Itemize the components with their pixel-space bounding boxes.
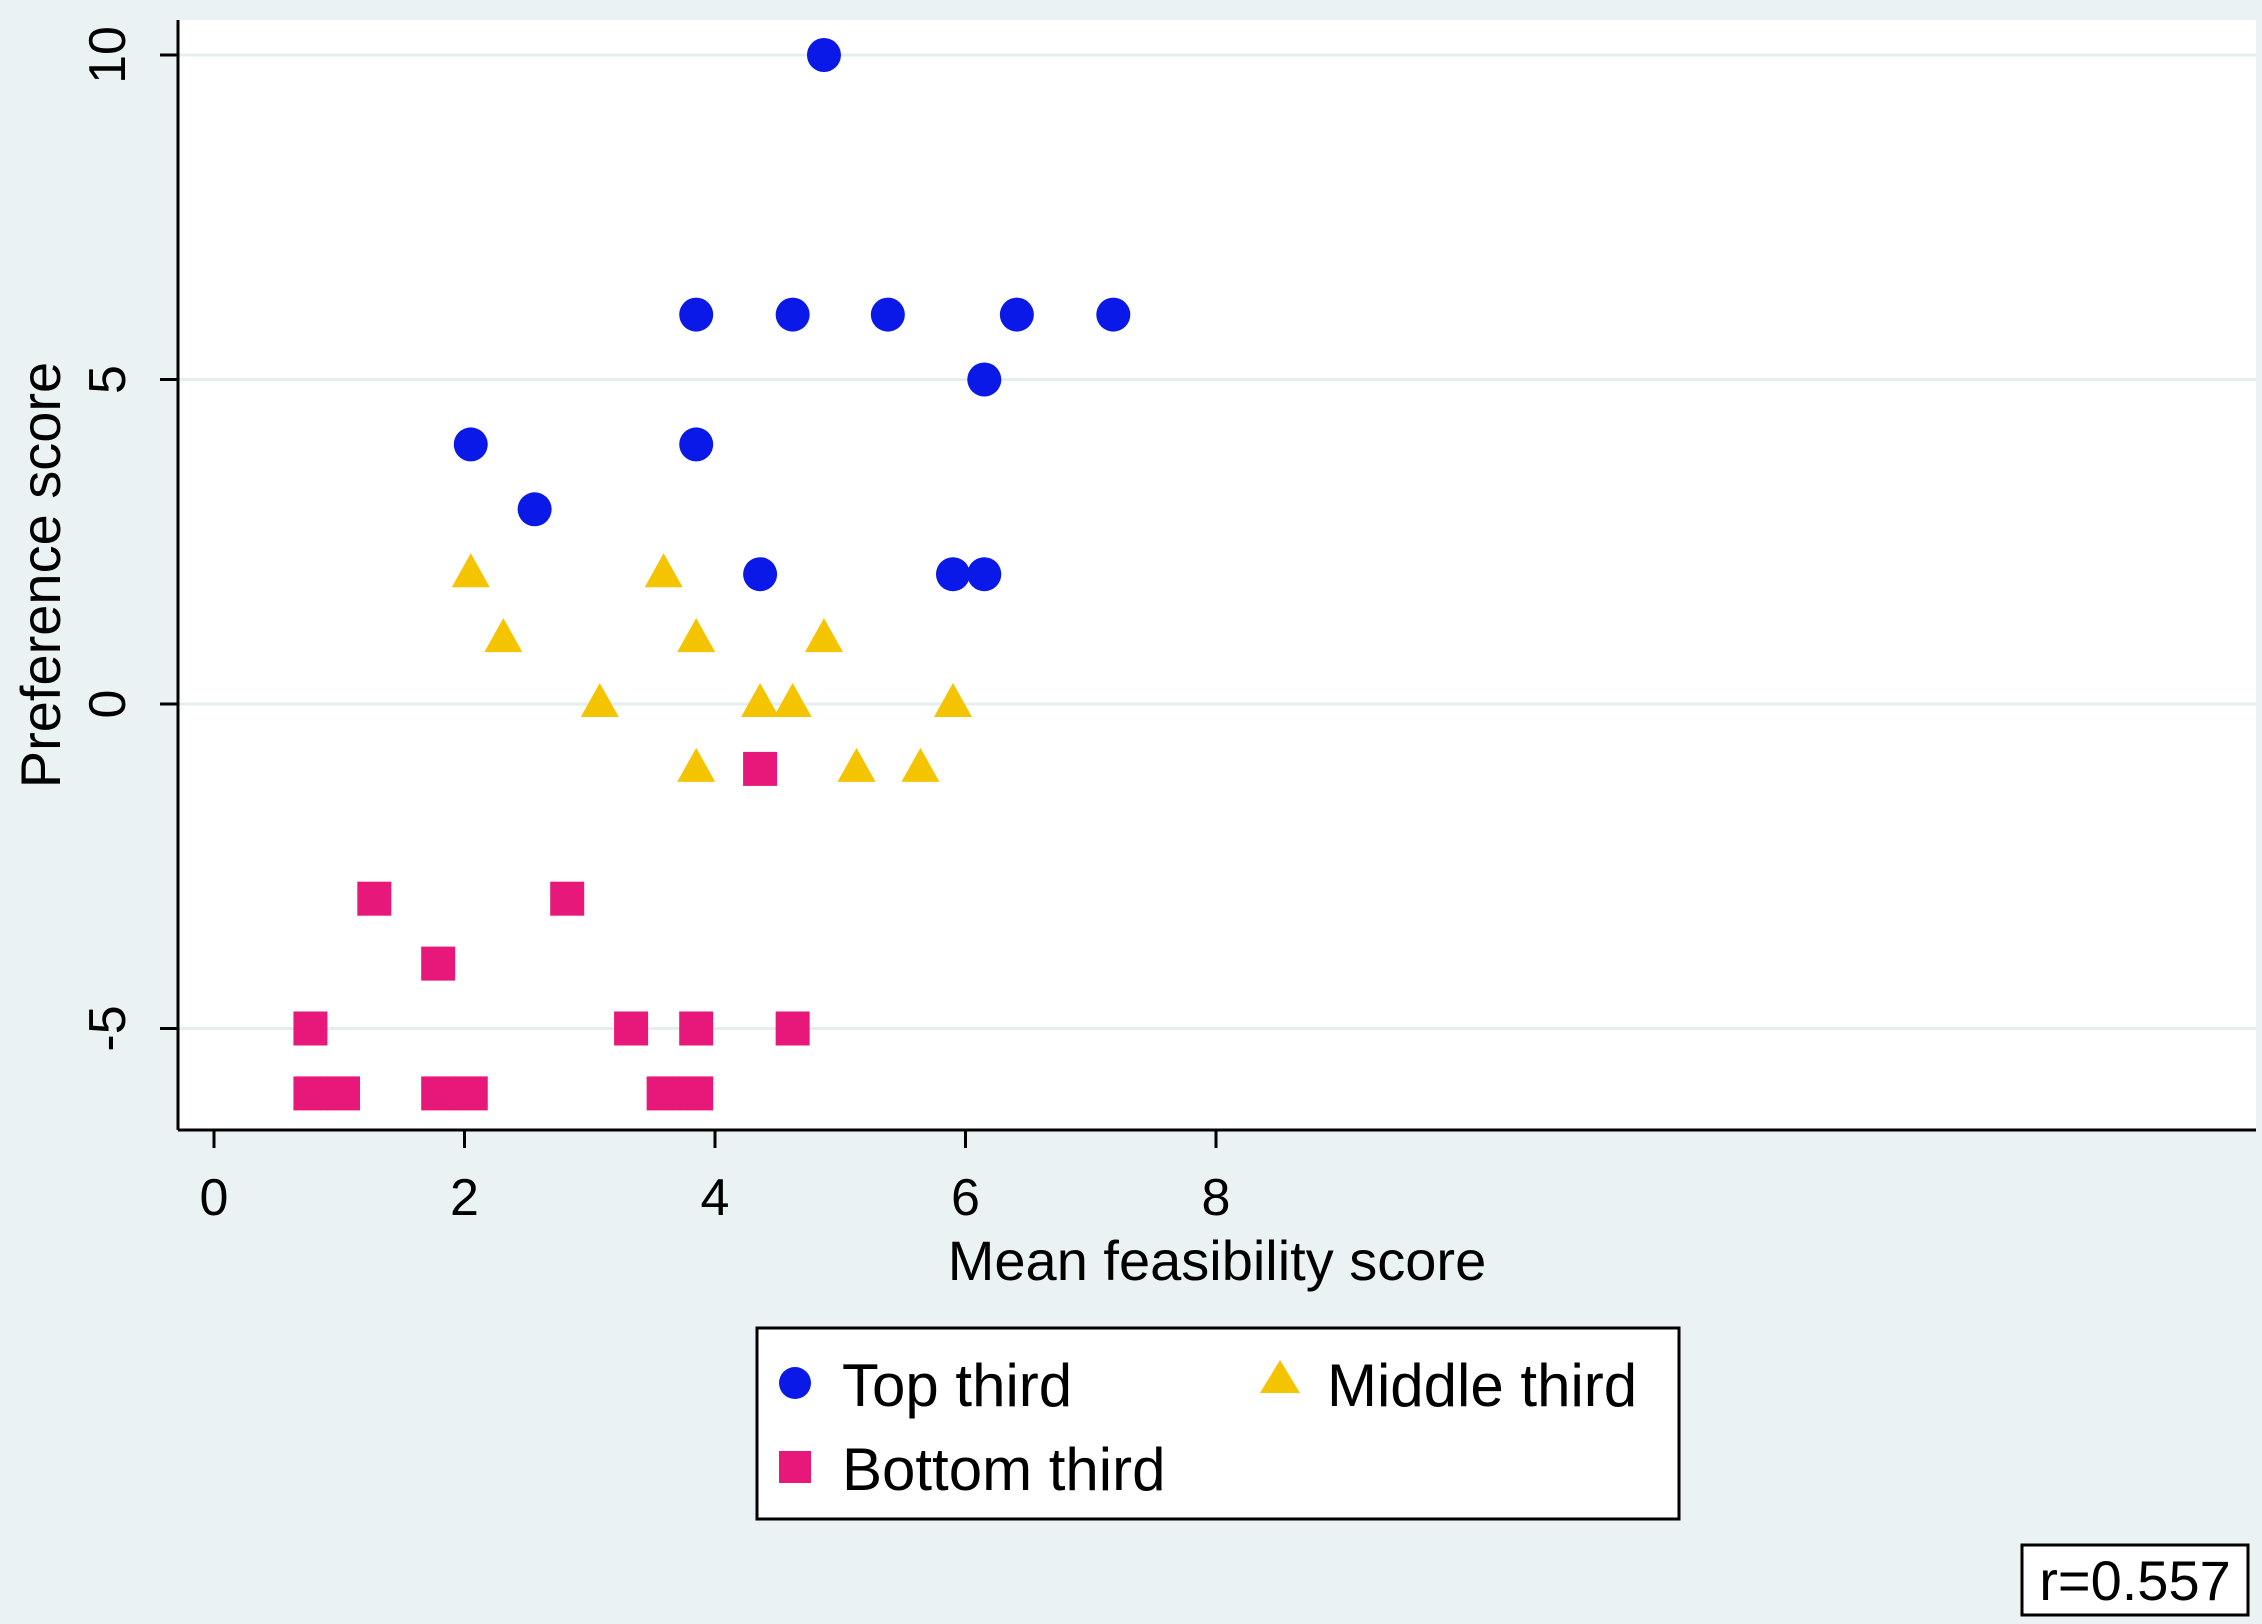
point-bottom-third-13 bbox=[775, 1011, 810, 1046]
point-bottom-third-0 bbox=[293, 1011, 328, 1046]
axes: 0 2 4 6 8 -5 0 5 10 bbox=[79, 20, 2256, 1227]
point-middle-third-3 bbox=[644, 553, 683, 588]
y-tick-label-0: -5 bbox=[79, 1005, 137, 1051]
point-top-third-11 bbox=[999, 297, 1034, 332]
point-bottom-third-8 bbox=[614, 1011, 649, 1046]
data-points bbox=[293, 38, 1131, 1111]
point-bottom-third-5 bbox=[421, 1076, 456, 1111]
point-middle-third-1 bbox=[484, 618, 523, 653]
legend-marker-top-third bbox=[779, 1367, 811, 1399]
point-middle-third-7 bbox=[773, 683, 812, 717]
legend-label-middle-third: Middle third bbox=[1327, 1352, 1637, 1419]
point-top-third-10 bbox=[967, 362, 1002, 397]
y-axis-title: Preference score bbox=[9, 362, 72, 788]
point-top-third-7 bbox=[870, 297, 905, 332]
point-middle-third-5 bbox=[677, 747, 716, 782]
x-tick-label-0: 0 bbox=[200, 1169, 229, 1227]
point-bottom-third-3 bbox=[357, 881, 392, 916]
point-top-third-2 bbox=[679, 297, 714, 332]
legend-marker-bottom-third bbox=[779, 1451, 811, 1483]
point-middle-third-0 bbox=[451, 553, 490, 588]
point-bottom-third-1 bbox=[293, 1076, 328, 1111]
annotation-box bbox=[2020, 1543, 2250, 1617]
point-middle-third-9 bbox=[837, 747, 876, 782]
point-bottom-third-7 bbox=[550, 881, 585, 916]
point-top-third-1 bbox=[517, 492, 552, 527]
y-tick-label-1: 0 bbox=[79, 690, 137, 719]
legend-label-top-third: Top third bbox=[842, 1352, 1072, 1419]
point-middle-third-11 bbox=[933, 683, 972, 717]
legend-label-bottom-third: Bottom third bbox=[842, 1436, 1165, 1503]
x-tick-label-1: 2 bbox=[450, 1169, 479, 1227]
point-bottom-third-6 bbox=[453, 1076, 488, 1111]
legend-box bbox=[755, 1326, 1681, 1521]
point-bottom-third-9 bbox=[646, 1076, 681, 1111]
point-bottom-third-10 bbox=[679, 1011, 714, 1046]
y-tick-label-3: 10 bbox=[79, 26, 137, 84]
x-tick-label-3: 6 bbox=[951, 1169, 980, 1227]
point-top-third-3 bbox=[679, 427, 714, 462]
y-tick-label-2: 5 bbox=[79, 365, 137, 394]
point-middle-third-8 bbox=[804, 618, 843, 653]
point-middle-third-10 bbox=[901, 747, 940, 782]
point-top-third-8 bbox=[935, 557, 970, 592]
legend-marker-middle-third bbox=[1260, 1360, 1300, 1393]
point-bottom-third-12 bbox=[743, 751, 778, 786]
point-top-third-12 bbox=[1096, 297, 1131, 332]
legend: Top third Middle third Bottom third bbox=[755, 1326, 1681, 1521]
point-bottom-third-4 bbox=[421, 946, 456, 981]
point-middle-third-2 bbox=[580, 683, 619, 717]
point-bottom-third-11 bbox=[679, 1076, 714, 1111]
correlation-label: r=0.557 bbox=[2039, 1549, 2231, 1612]
point-top-third-9 bbox=[967, 557, 1002, 592]
x-axis-title: Mean feasibility score bbox=[948, 1229, 1486, 1292]
x-tick-label-4: 8 bbox=[1202, 1169, 1231, 1227]
point-bottom-third-2 bbox=[326, 1076, 361, 1111]
point-top-third-0 bbox=[453, 427, 488, 462]
point-top-third-6 bbox=[806, 38, 841, 72]
point-middle-third-6 bbox=[741, 683, 780, 717]
plot-area bbox=[178, 20, 2256, 1130]
x-tick-label-2: 4 bbox=[701, 1169, 730, 1227]
point-middle-third-4 bbox=[677, 618, 716, 653]
correlation-annotation: r=0.557 bbox=[2020, 1543, 2250, 1617]
point-top-third-5 bbox=[775, 297, 810, 332]
grid-lines bbox=[178, 53, 2256, 1030]
point-top-third-4 bbox=[743, 557, 778, 592]
